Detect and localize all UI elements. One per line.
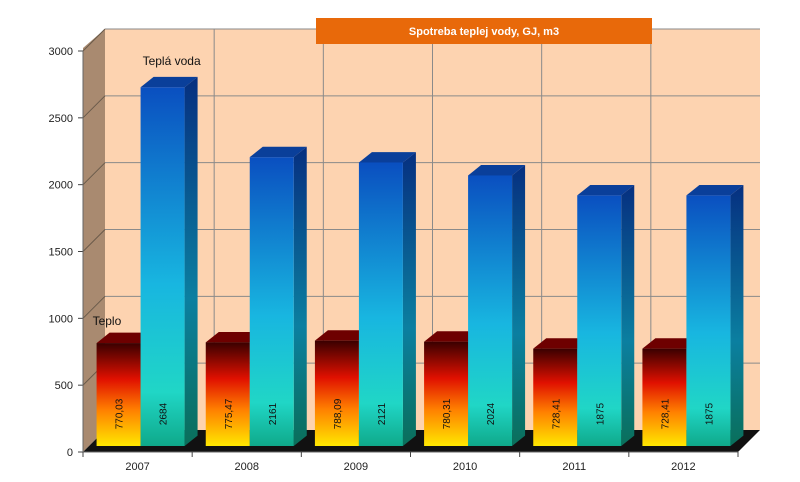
bar-front-face — [205, 342, 250, 446]
bar-front-face — [686, 195, 731, 446]
bar-front-face — [96, 343, 141, 446]
bar-front-face — [642, 348, 687, 446]
y-tick-label: 2500 — [49, 113, 73, 125]
bar-value-label: 1875 — [595, 402, 606, 425]
bar-front-face — [533, 348, 578, 446]
bar-value-label: 1875 — [704, 402, 715, 425]
bar-top-face — [533, 338, 591, 349]
bar-top-face — [96, 332, 154, 344]
gridline-side — [82, 229, 106, 252]
x-category-label: 2011 — [562, 461, 586, 473]
bar: 2161 — [249, 146, 307, 446]
chart-title-box — [316, 18, 652, 44]
bars: 770,03 2684 775,47 2161 788,09 2121 780,31 2024… — [93, 54, 744, 447]
bar-value-label: 788,09 — [333, 398, 344, 429]
gridline-side — [82, 162, 106, 186]
bar-front-face — [424, 341, 469, 446]
gridline-side — [82, 295, 106, 319]
bar-value-label: 2121 — [377, 402, 388, 425]
bar-front-face — [358, 162, 403, 447]
bar-top-face — [205, 331, 263, 343]
bar-value-label: 728,41 — [551, 398, 562, 429]
bar-side-face — [621, 184, 635, 446]
bar-side-face — [512, 165, 526, 447]
x-category-label: 2010 — [453, 461, 477, 473]
x-category-label: 2012 — [671, 461, 695, 473]
bar-top-face — [249, 146, 307, 158]
y-tick-label: 500 — [55, 380, 73, 392]
series-label: Teplá voda — [143, 54, 201, 68]
bar-top-face — [642, 338, 700, 349]
bar-front-face — [468, 175, 513, 446]
y-tick-label: 1000 — [49, 313, 73, 325]
bar-top-face — [140, 76, 198, 88]
bar-top-face — [468, 165, 526, 176]
bar-side-face — [730, 184, 744, 446]
y-tick-label: 2000 — [49, 180, 73, 192]
bar-front-face — [314, 340, 359, 446]
bar: 1875 — [577, 184, 635, 446]
bar-side-face — [402, 152, 416, 446]
bar-top-face — [686, 184, 744, 196]
y-tick-label: 1500 — [49, 247, 73, 259]
x-category-label: 2008 — [235, 461, 259, 473]
y-tick-label: 0 — [67, 447, 73, 459]
chart-title: Spotreba teplej vody, GJ, m3 — [409, 26, 559, 38]
bar: 2024 — [468, 165, 526, 447]
bar-top-face — [424, 331, 482, 342]
bar-value-label: 728,41 — [660, 398, 671, 429]
bar: 1875 — [686, 184, 744, 446]
x-category-label: 2007 — [125, 461, 149, 473]
gridline-side — [82, 28, 106, 52]
x-category-label: 2009 — [344, 461, 368, 473]
bar-top-face — [577, 184, 635, 196]
bar-front-face — [249, 157, 294, 446]
bar-value-label: 775,47 — [224, 398, 235, 429]
y-tick-label: 3000 — [49, 46, 73, 58]
bar-value-label: 2024 — [486, 402, 497, 425]
bar-top-face — [358, 152, 416, 163]
bar-value-label: 2684 — [159, 402, 170, 425]
bar: 2121 — [358, 152, 416, 447]
bar-front-face — [577, 195, 622, 446]
bar-value-label: 2161 — [268, 402, 279, 425]
bar-side-face — [293, 146, 307, 446]
bar-side-face — [184, 76, 198, 446]
axes: 0 500 1000 1500 2000 2500 3000 2007 2008 2009 2010… — [49, 46, 739, 473]
bar-top-face — [314, 330, 372, 341]
bar: 2684 — [140, 76, 198, 446]
series-label: Teplo — [93, 314, 122, 328]
gridline-side — [82, 95, 106, 119]
bar-front-face — [140, 87, 185, 446]
bar-value-label: 780,31 — [442, 398, 453, 429]
bar-value-label: 770,03 — [115, 398, 126, 429]
